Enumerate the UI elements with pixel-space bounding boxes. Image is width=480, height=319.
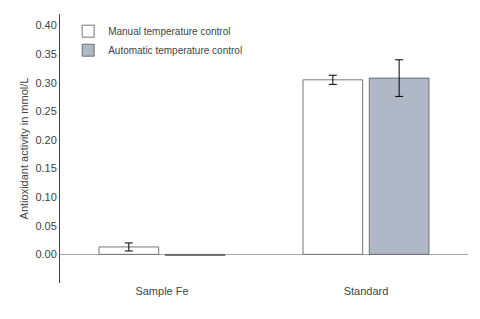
svg-text:0.40: 0.40 (35, 19, 56, 31)
svg-text:Manual temperature control: Manual temperature control (108, 26, 230, 37)
svg-text:Automatic temperature control: Automatic temperature control (108, 45, 242, 56)
svg-text:0.15: 0.15 (35, 162, 56, 174)
svg-text:0.10: 0.10 (35, 191, 56, 203)
svg-text:0.35: 0.35 (35, 48, 56, 60)
svg-text:Standard: Standard (344, 285, 389, 297)
svg-text:0.05: 0.05 (35, 220, 56, 232)
svg-text:0.00: 0.00 (35, 248, 56, 260)
svg-text:Antioxidant activity in mmol/L: Antioxidant activity in mmol/L (18, 78, 30, 220)
svg-text:0.20: 0.20 (35, 134, 56, 146)
svg-text:Sample Fe: Sample Fe (135, 285, 188, 297)
svg-text:0.25: 0.25 (35, 105, 56, 117)
svg-text:0.30: 0.30 (35, 77, 56, 89)
